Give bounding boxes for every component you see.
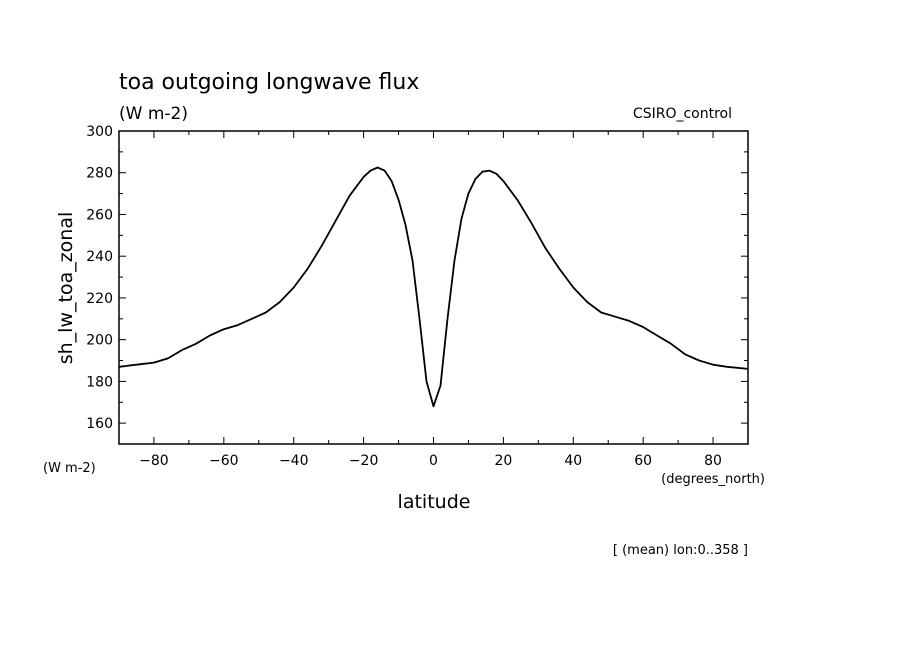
y-tick-label: 280 xyxy=(86,166,113,182)
x-tick-label: 80 xyxy=(704,453,722,469)
source-label: CSIRO_control xyxy=(633,106,732,122)
x-tick-label: −80 xyxy=(139,453,169,469)
y-tick-label: 300 xyxy=(86,124,113,140)
y-axis-ticks: 160 180 200 220 240 260 280 300 xyxy=(86,124,748,445)
chart-units-subtitle: (W m-2) xyxy=(119,104,188,124)
y-axis-units: (W m-2) xyxy=(43,461,96,476)
y-tick-label: 260 xyxy=(86,207,113,223)
plot-frame xyxy=(118,130,749,445)
y-tick-label: 200 xyxy=(86,333,113,349)
x-axis-label: latitude xyxy=(398,491,471,513)
y-tick-label: 220 xyxy=(86,291,113,307)
x-tick-label: −20 xyxy=(349,453,379,469)
x-tick-label: 40 xyxy=(564,453,582,469)
x-axis-units: (degrees_north) xyxy=(661,472,765,487)
x-tick-label: 60 xyxy=(634,453,652,469)
chart-title: toa outgoing longwave flux xyxy=(119,70,419,95)
y-tick-label: 160 xyxy=(86,416,113,432)
footnote: [ (mean) lon:0..358 ] xyxy=(613,543,748,558)
x-tick-label: 0 xyxy=(429,453,438,469)
x-tick-label: −40 xyxy=(279,453,309,469)
series-line xyxy=(118,166,749,408)
x-tick-label: 20 xyxy=(494,453,512,469)
x-axis-ticks: −80 −60 −40 −20 0 20 40 60 80 xyxy=(118,131,749,469)
y-tick-label: 240 xyxy=(86,249,113,265)
y-tick-label: 180 xyxy=(86,374,113,390)
y-axis-label: sh_lw_toa_zonal xyxy=(55,212,77,365)
x-tick-label: −60 xyxy=(209,453,239,469)
